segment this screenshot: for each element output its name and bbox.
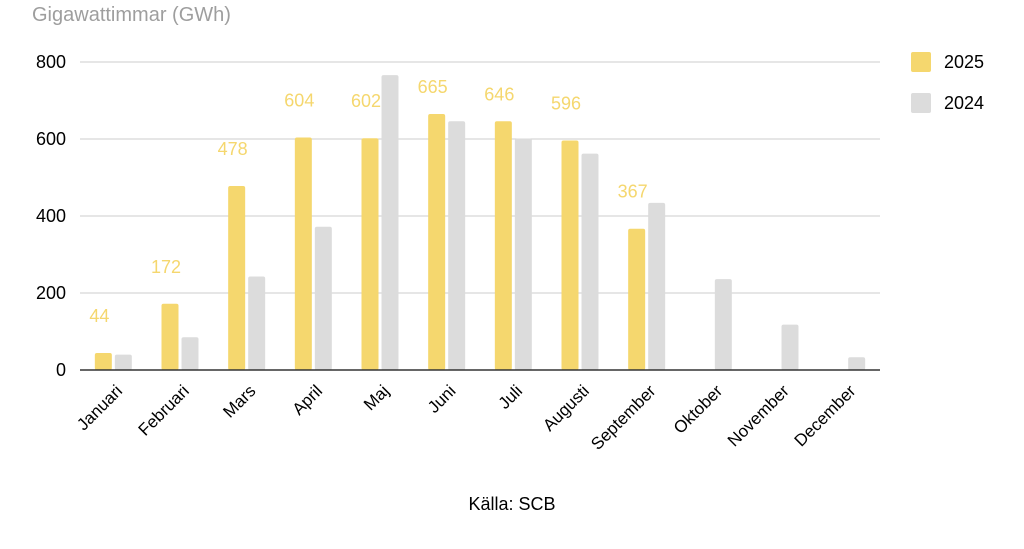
x-tick-label: Juni — [424, 381, 459, 416]
bar-2024 — [781, 324, 799, 370]
bar-2024 — [714, 279, 732, 370]
y-tick-label: 400 — [36, 206, 66, 226]
data-label: 602 — [351, 91, 381, 111]
bar-2024 — [514, 138, 532, 370]
y-tick-label: 0 — [56, 360, 66, 380]
x-tick-label: Januari — [73, 381, 126, 434]
bar-2025 — [628, 228, 646, 370]
y-tick-label: 200 — [36, 283, 66, 303]
y-tick-label: 600 — [36, 129, 66, 149]
bar-2024 — [314, 226, 332, 370]
x-tick-label: Mars — [219, 381, 259, 421]
bar-2025 — [161, 303, 179, 370]
data-label: 646 — [484, 84, 514, 104]
bar-2024 — [848, 357, 866, 370]
x-tick-label: December — [791, 381, 860, 450]
legend-label: 2025 — [944, 52, 984, 72]
source-caption: Källa: SCB — [468, 494, 556, 514]
x-tick-label: April — [289, 381, 326, 418]
bar-2024 — [114, 354, 132, 370]
x-tick-label: Augusti — [539, 381, 593, 435]
data-label: 172 — [151, 257, 181, 277]
bar-2024 — [248, 276, 266, 370]
legend-swatch-2025 — [911, 52, 931, 72]
bar-2025 — [228, 185, 246, 370]
bar-2025 — [294, 137, 312, 370]
bar-2025 — [561, 140, 579, 370]
legend-swatch-2024 — [911, 93, 931, 113]
bar-2024 — [581, 153, 599, 370]
bar-2024 — [448, 121, 466, 370]
data-label: 596 — [551, 94, 581, 114]
x-tick-label: Oktober — [670, 381, 726, 437]
x-tick-label: September — [587, 381, 659, 453]
bar-2024 — [381, 75, 399, 370]
x-tick-label: Februari — [135, 381, 193, 439]
y-axis-title: Gigawattimmar (GWh) — [32, 4, 231, 26]
bar-2025 — [361, 138, 379, 370]
data-label: 478 — [218, 139, 248, 159]
bar-2024 — [181, 337, 199, 370]
legend-label: 2024 — [944, 93, 984, 113]
y-tick-label: 800 — [36, 52, 66, 72]
x-tick-label: Juli — [495, 381, 526, 412]
bar-2025 — [428, 113, 446, 370]
data-label: 604 — [284, 90, 314, 110]
bar-2025 — [494, 121, 512, 370]
bar-2024 — [648, 202, 666, 370]
data-label: 367 — [618, 182, 648, 202]
bar-2025 — [94, 353, 112, 370]
data-label: 44 — [89, 306, 109, 326]
x-tick-label: November — [724, 381, 793, 450]
x-tick-label: Maj — [360, 381, 393, 414]
data-label: 665 — [418, 77, 448, 97]
